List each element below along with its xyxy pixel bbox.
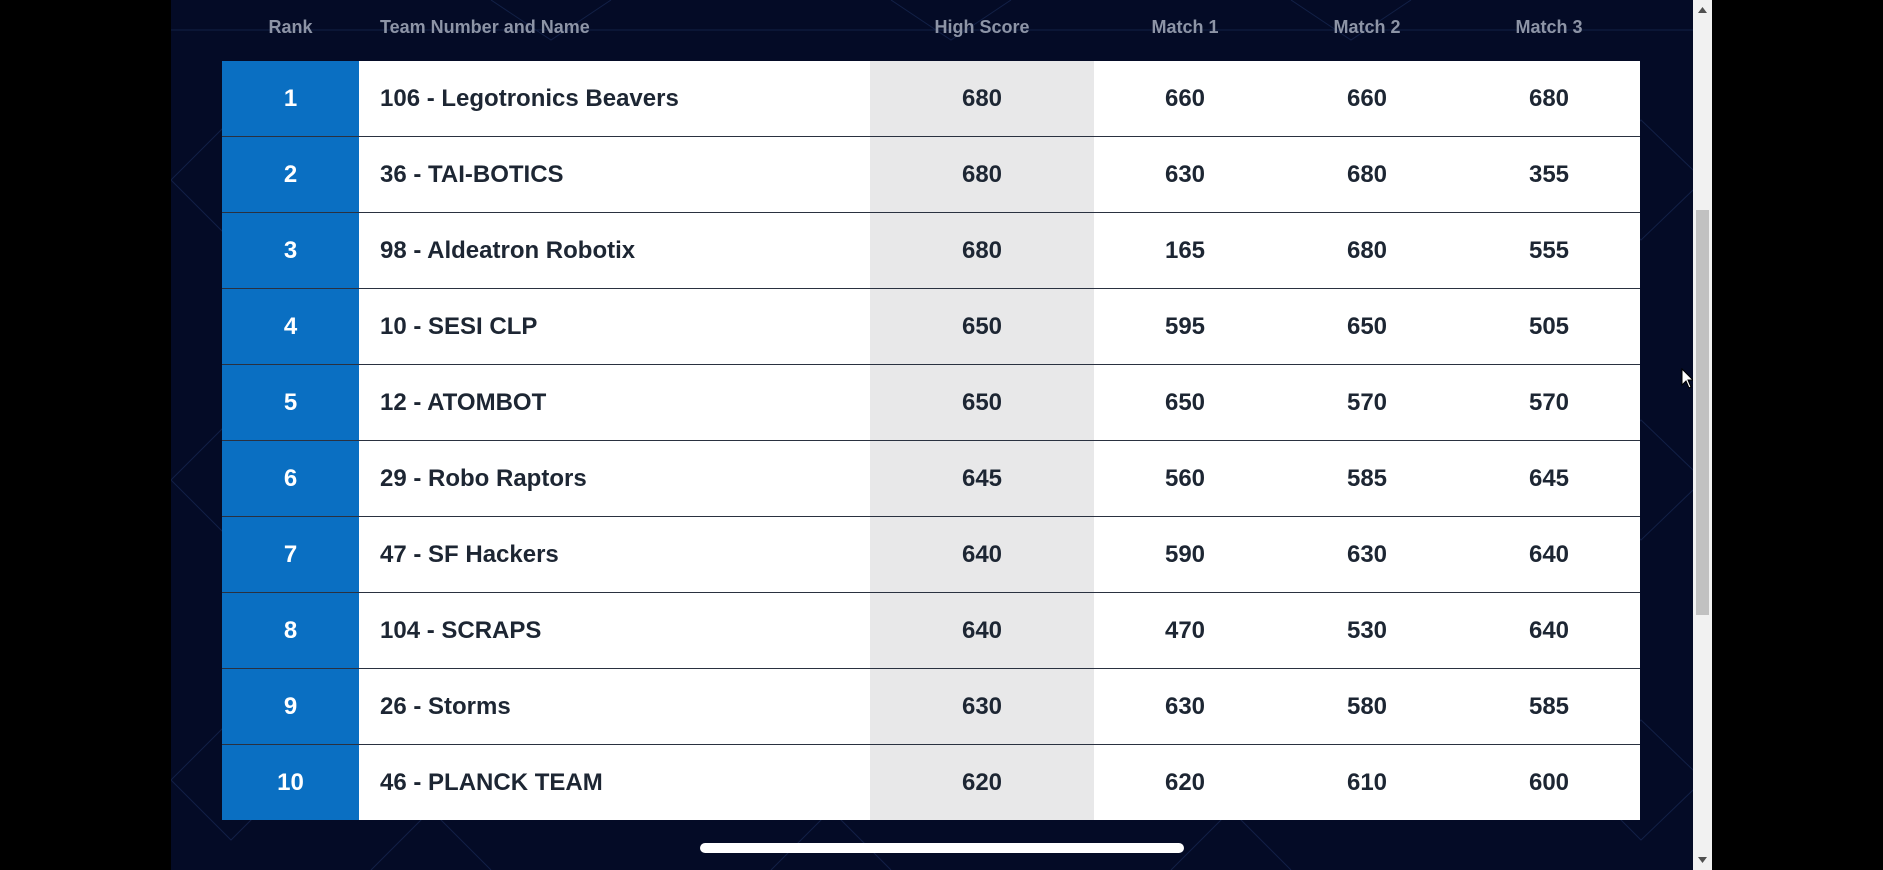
- high-score-cell: 630: [870, 669, 1094, 744]
- match-1-cell: 590: [1094, 517, 1276, 592]
- match-1-cell: 165: [1094, 213, 1276, 288]
- team-cell: 106 - Legotronics Beavers: [359, 61, 870, 136]
- match-3-cell: 505: [1458, 289, 1640, 364]
- header-rank[interactable]: Rank: [268, 16, 313, 37]
- high-score-cell: 620: [870, 745, 1094, 820]
- rank-cell: 6: [222, 441, 359, 516]
- rank-cell: 10: [222, 745, 359, 820]
- table-row: 5 12 - ATOMBOT 650 650 570 570: [222, 365, 1640, 441]
- team-cell: 46 - PLANCK TEAM: [359, 745, 870, 820]
- match-1-cell: 660: [1094, 61, 1276, 136]
- match-2-cell: 580: [1276, 669, 1458, 744]
- match-3-cell: 555: [1458, 213, 1640, 288]
- match-3-cell: 570: [1458, 365, 1640, 440]
- team-cell: 10 - SESI CLP: [359, 289, 870, 364]
- vertical-scrollbar[interactable]: [1693, 0, 1712, 870]
- leaderboard-page: Rank Team Number and Name High Score Mat…: [171, 0, 1693, 870]
- header-match-1[interactable]: Match 1: [1151, 16, 1219, 37]
- team-cell: 36 - TAI-BOTICS: [359, 137, 870, 212]
- match-2-cell: 585: [1276, 441, 1458, 516]
- match-1-cell: 560: [1094, 441, 1276, 516]
- team-cell: 47 - SF Hackers: [359, 517, 870, 592]
- rank-cell: 4: [222, 289, 359, 364]
- team-cell: 104 - SCRAPS: [359, 593, 870, 668]
- match-1-cell: 620: [1094, 745, 1276, 820]
- high-score-cell: 640: [870, 593, 1094, 668]
- table-row: 8 104 - SCRAPS 640 470 530 640: [222, 593, 1640, 669]
- match-1-cell: 595: [1094, 289, 1276, 364]
- table-row: 10 46 - PLANCK TEAM 620 620 610 600: [222, 745, 1640, 820]
- team-cell: 26 - Storms: [359, 669, 870, 744]
- rankings-table: 1 106 - Legotronics Beavers 680 660 660 …: [222, 61, 1640, 820]
- match-3-cell: 640: [1458, 593, 1640, 668]
- rank-cell: 7: [222, 517, 359, 592]
- rank-cell: 9: [222, 669, 359, 744]
- match-2-cell: 650: [1276, 289, 1458, 364]
- table-row: 2 36 - TAI-BOTICS 680 630 680 355: [222, 137, 1640, 213]
- match-3-cell: 600: [1458, 745, 1640, 820]
- header-match-2[interactable]: Match 2: [1333, 16, 1401, 37]
- high-score-cell: 680: [870, 61, 1094, 136]
- header-team[interactable]: Team Number and Name: [380, 16, 590, 37]
- match-3-cell: 585: [1458, 669, 1640, 744]
- match-2-cell: 570: [1276, 365, 1458, 440]
- high-score-cell: 640: [870, 517, 1094, 592]
- header-high-score[interactable]: High Score: [934, 16, 1030, 37]
- caret-down-icon[interactable]: [1693, 852, 1712, 868]
- table-row: 6 29 - Robo Raptors 645 560 585 645: [222, 441, 1640, 517]
- table-row: 3 98 - Aldeatron Robotix 680 165 680 555: [222, 213, 1640, 289]
- rank-cell: 5: [222, 365, 359, 440]
- match-3-cell: 645: [1458, 441, 1640, 516]
- team-cell: 29 - Robo Raptors: [359, 441, 870, 516]
- match-2-cell: 530: [1276, 593, 1458, 668]
- match-2-cell: 660: [1276, 61, 1458, 136]
- high-score-cell: 680: [870, 213, 1094, 288]
- rank-cell: 8: [222, 593, 359, 668]
- rank-cell: 2: [222, 137, 359, 212]
- rank-cell: 3: [222, 213, 359, 288]
- table-row: 9 26 - Storms 630 630 580 585: [222, 669, 1640, 745]
- high-score-cell: 645: [870, 441, 1094, 516]
- table-header: Rank Team Number and Name High Score Mat…: [222, 0, 1640, 54]
- home-indicator[interactable]: [700, 843, 1184, 853]
- match-2-cell: 680: [1276, 213, 1458, 288]
- mouse-pointer-icon: [1681, 368, 1693, 389]
- match-2-cell: 610: [1276, 745, 1458, 820]
- match-1-cell: 650: [1094, 365, 1276, 440]
- table-row: 7 47 - SF Hackers 640 590 630 640: [222, 517, 1640, 593]
- team-cell: 12 - ATOMBOT: [359, 365, 870, 440]
- match-3-cell: 680: [1458, 61, 1640, 136]
- match-1-cell: 630: [1094, 137, 1276, 212]
- rank-cell: 1: [222, 61, 359, 136]
- team-cell: 98 - Aldeatron Robotix: [359, 213, 870, 288]
- match-3-cell: 355: [1458, 137, 1640, 212]
- table-row: 1 106 - Legotronics Beavers 680 660 660 …: [222, 61, 1640, 137]
- caret-up-icon[interactable]: [1693, 2, 1712, 18]
- match-1-cell: 630: [1094, 669, 1276, 744]
- high-score-cell: 650: [870, 365, 1094, 440]
- high-score-cell: 680: [870, 137, 1094, 212]
- table-row: 4 10 - SESI CLP 650 595 650 505: [222, 289, 1640, 365]
- scrollbar-thumb[interactable]: [1696, 210, 1709, 615]
- match-1-cell: 470: [1094, 593, 1276, 668]
- header-match-3[interactable]: Match 3: [1515, 16, 1583, 37]
- match-2-cell: 630: [1276, 517, 1458, 592]
- match-2-cell: 680: [1276, 137, 1458, 212]
- high-score-cell: 650: [870, 289, 1094, 364]
- match-3-cell: 640: [1458, 517, 1640, 592]
